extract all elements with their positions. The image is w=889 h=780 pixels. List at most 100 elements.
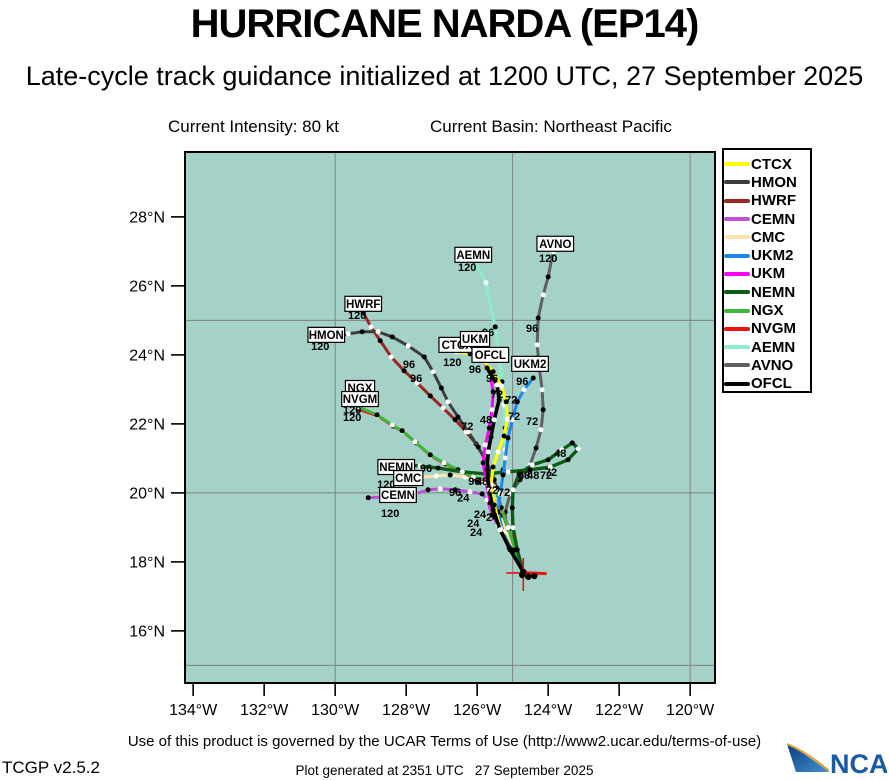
track-point-ukm <box>489 407 495 413</box>
model-label-text: AVNO <box>539 239 571 251</box>
app-version-text: TCGP v2.5.2 <box>2 758 100 777</box>
model-label-text: NVGM <box>343 394 378 406</box>
track-point-hwrf <box>388 354 394 360</box>
ncar-logo: NCAR <box>786 743 887 779</box>
legend-label-ngx: NGX <box>751 302 784 320</box>
track-point-hmon <box>445 399 451 405</box>
model-label-text: OFCL <box>475 350 506 362</box>
track-point-nemn <box>510 487 516 493</box>
legend-label-hmon: HMON <box>751 173 797 191</box>
track-point-hmon <box>389 334 395 340</box>
forecast-hour-label: 48 <box>518 470 530 482</box>
model-label-text: CEMN <box>381 490 415 502</box>
legend-label-nemn: NEMN <box>751 283 796 301</box>
track-point-ukm2 <box>497 491 503 497</box>
legend-swatch-nemn <box>724 290 750 295</box>
track-point-aemn <box>492 324 498 330</box>
y-tick-label: 24°N <box>129 347 165 364</box>
x-tick-label: 122°W <box>595 702 644 719</box>
forecast-hour-label: 120 <box>443 357 461 369</box>
track-point-ukm2 <box>509 417 515 423</box>
track-point-nemn <box>435 465 441 471</box>
forecast-hour-label: 72 <box>526 416 538 428</box>
forecast-hour-label: 120 <box>458 262 476 274</box>
y-tick-label: 26°N <box>129 278 165 295</box>
track-point-nemn <box>510 525 516 531</box>
track-point-hwrf <box>401 368 407 374</box>
track-point-ukm2 <box>500 472 506 478</box>
track-point-nemn <box>569 440 575 446</box>
forecast-hour-label: 120 <box>343 405 361 417</box>
track-point-cemn <box>365 495 371 501</box>
model-label-box <box>344 295 383 312</box>
forecast-hour-label: 48 <box>480 415 492 427</box>
track-point-nemn <box>509 505 515 511</box>
forecast-hour-label: 120 <box>539 253 557 265</box>
track-point-nemn <box>565 457 571 463</box>
x-tick-label: 132°W <box>240 702 289 719</box>
map-border <box>184 151 716 684</box>
track-point-nemn <box>516 471 522 477</box>
track-point-cemn <box>479 491 485 497</box>
track-point-nemn <box>514 547 520 553</box>
track-point-avno <box>540 292 546 298</box>
track-point-nemn <box>417 463 423 469</box>
track-point-nemn <box>505 469 511 475</box>
legend-label-ukm: UKM <box>751 265 786 283</box>
legend-label-ukm2: UKM2 <box>751 247 794 265</box>
track-point-hmon <box>438 385 444 391</box>
legend-item: HMON <box>724 173 810 191</box>
track-point-ukm2 <box>521 387 527 393</box>
forecast-hour-label: 120 <box>348 310 366 322</box>
model-label-text: UKM <box>462 334 488 346</box>
legend-swatch-aemn <box>724 345 750 350</box>
model-label-text: HMON <box>309 330 344 342</box>
forecast-hour-label: 24 <box>467 518 480 530</box>
forecast-hour-label: 48 <box>527 470 539 482</box>
track-point-ofcl <box>485 449 491 455</box>
legend-item: CTCX <box>724 155 810 173</box>
legend-item: UKM <box>724 265 810 283</box>
track-point-ctcx <box>501 433 507 439</box>
legend-swatch-ukm <box>724 271 750 276</box>
map-background <box>185 152 715 683</box>
track-point-ctcx <box>504 416 510 422</box>
legend-swatch-hwrf <box>724 198 750 203</box>
track-point-cemn <box>467 489 473 495</box>
x-tick-label: 128°W <box>382 702 431 719</box>
legend-label-aemn: AEMN <box>751 338 796 356</box>
track-point-ofcl <box>488 434 494 440</box>
legend-item: NEMN <box>724 283 810 301</box>
forecast-hour-label: 120 <box>381 508 399 520</box>
legend-item: OFCL <box>724 375 810 393</box>
legend-swatch-cemn <box>724 217 750 222</box>
track-point-hmon <box>375 329 381 335</box>
track-point-hmon <box>455 414 461 420</box>
legend-item: AEMN <box>724 338 810 356</box>
legend-label-hwrf: HWRF <box>751 192 796 210</box>
forecast-hour-label: 72 <box>498 487 510 499</box>
track-point-ngx <box>399 428 405 434</box>
forecast-hour-label: 120 <box>311 341 329 353</box>
track-point-nemn <box>527 467 533 473</box>
legend-item: UKM2 <box>724 246 810 264</box>
legend-label-cemn: CEMN <box>751 210 796 228</box>
track-point-ofcl <box>496 397 502 403</box>
plot-generated-text: Plot generated at 2351 UTC 27 September … <box>295 763 594 778</box>
model-label-text: UKM2 <box>514 359 547 371</box>
terms-of-use-text: Use of this product is governed by the U… <box>127 733 762 750</box>
track-point-nemn <box>459 469 465 475</box>
track-point-ofcl <box>484 365 490 371</box>
x-tick-label: 124°W <box>524 702 573 719</box>
forecast-hour-label: 96 <box>468 476 480 488</box>
forecast-hour-label: 72 <box>505 395 517 407</box>
y-tick-label: 16°N <box>129 623 165 640</box>
track-point-avno <box>545 274 551 280</box>
track-point-avno <box>539 387 545 393</box>
track-point-hmon <box>405 343 411 349</box>
track-point-ngx <box>427 452 433 458</box>
track-point-ofcl <box>497 527 503 533</box>
track-point-ctcx <box>503 399 509 405</box>
track-point-ukm <box>486 425 492 431</box>
